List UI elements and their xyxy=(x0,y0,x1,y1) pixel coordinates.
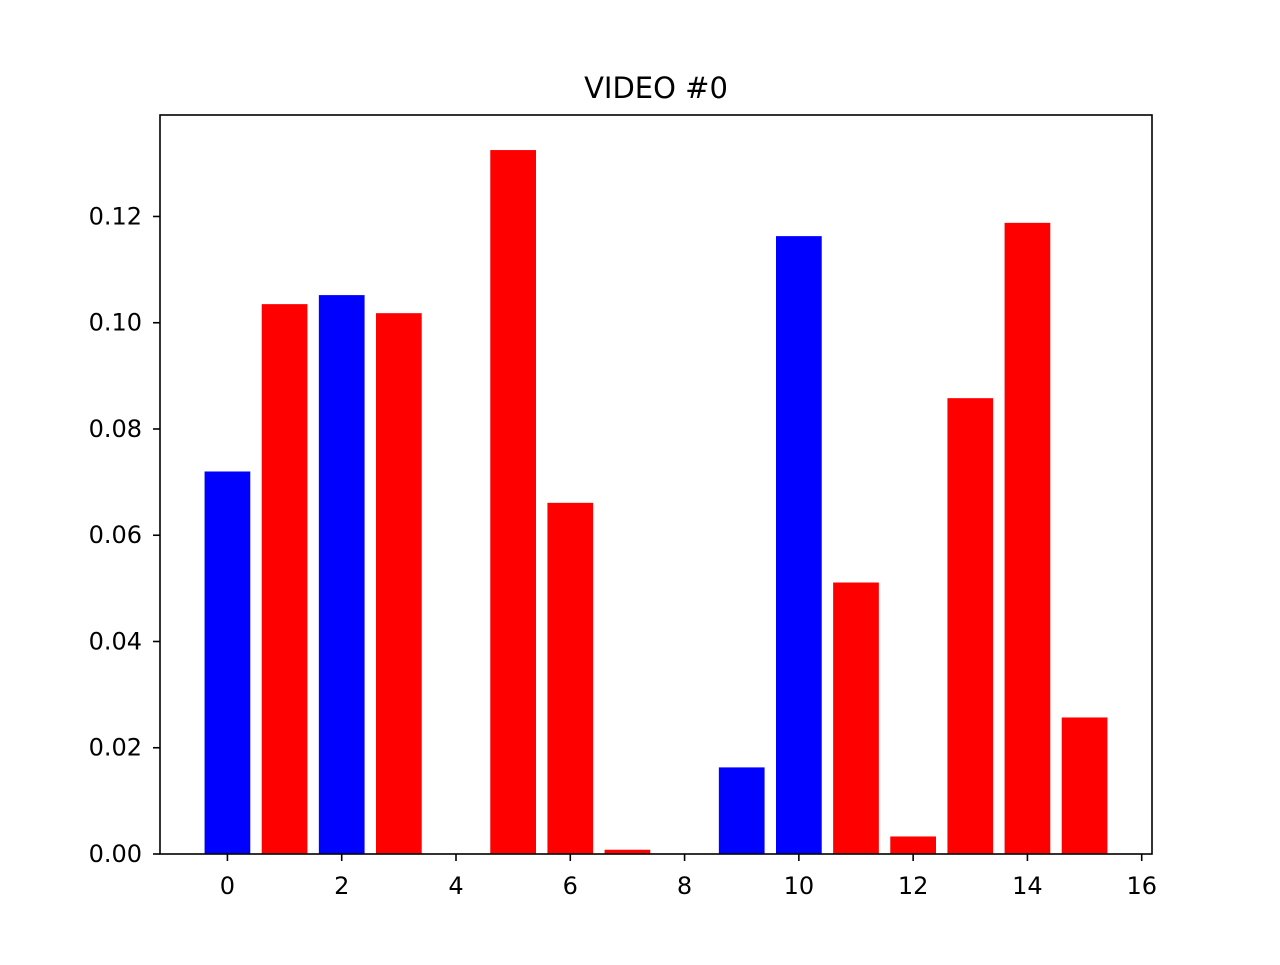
bar xyxy=(947,398,994,854)
y-tick-label: 0.06 xyxy=(89,521,142,549)
x-tick-label: 6 xyxy=(563,872,578,900)
y-tick-label: 0.00 xyxy=(89,840,142,868)
plot-frame xyxy=(159,114,1153,855)
bar xyxy=(833,582,879,854)
x-tick-label: 8 xyxy=(677,872,692,900)
y-tick-label: 0.10 xyxy=(89,309,142,337)
bar xyxy=(718,767,765,854)
bar xyxy=(1004,222,1051,854)
bar xyxy=(547,502,594,854)
x-tick-label: 12 xyxy=(898,872,929,900)
y-tick-label: 0.04 xyxy=(89,627,142,655)
bar xyxy=(204,471,251,854)
bar xyxy=(261,304,308,854)
bar xyxy=(318,295,365,854)
y-tick-label: 0.02 xyxy=(89,734,142,762)
bar xyxy=(604,849,651,854)
bar xyxy=(776,236,822,854)
chart-title: VIDEO #0 xyxy=(584,71,728,105)
x-tick-label: 16 xyxy=(1126,872,1157,900)
bar xyxy=(1061,717,1108,854)
y-tick-label: 0.08 xyxy=(89,415,142,443)
bar xyxy=(890,836,936,854)
axes-layer: 0 2 4 6 8 10 12 14 16 0.00 0.02 0.04 0.06 0.08 0.10 0.1… xyxy=(89,114,1157,900)
bar xyxy=(376,313,422,854)
x-tick-label: 4 xyxy=(448,872,463,900)
bar xyxy=(490,150,536,855)
y-tick-label: 0.12 xyxy=(89,202,142,230)
x-tick-label: 14 xyxy=(1012,872,1043,900)
x-tick-label: 0 xyxy=(220,872,235,900)
x-tick-label: 10 xyxy=(784,872,815,900)
bars-layer xyxy=(204,150,1108,855)
x-tick-label: 2 xyxy=(334,872,349,900)
